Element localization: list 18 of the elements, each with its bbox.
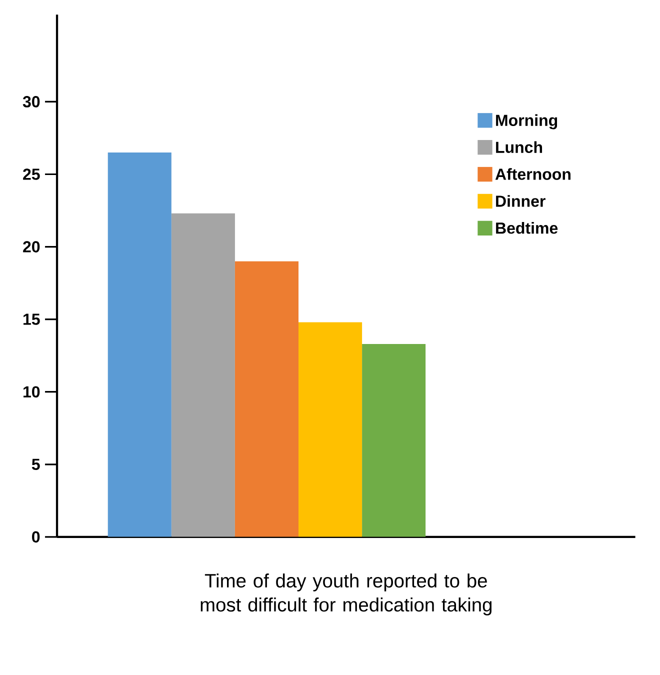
legend-label: Afternoon	[495, 168, 570, 180]
bar	[171, 213, 235, 537]
legend-label: Lunch	[496, 141, 542, 153]
bar	[108, 152, 172, 537]
y-tick-label: 15	[23, 314, 40, 325]
bar	[362, 344, 426, 537]
y-tick-label: 30	[22, 96, 40, 108]
y-tick-label: 20	[22, 241, 40, 252]
legend-label: Morning	[496, 114, 557, 130]
y-tick-label: 25	[22, 168, 40, 180]
y-tick-label: 5	[32, 458, 40, 470]
y-tick-label: 0	[32, 531, 40, 543]
x-axis-title: Time of day youth reported to be most difficult for medication taking	[200, 573, 492, 616]
legend-label: Dinner	[496, 195, 546, 207]
legend-label: Bedtime	[496, 222, 558, 234]
bar	[234, 261, 298, 537]
y-tick-label: 10	[23, 386, 40, 398]
bar	[298, 322, 362, 537]
